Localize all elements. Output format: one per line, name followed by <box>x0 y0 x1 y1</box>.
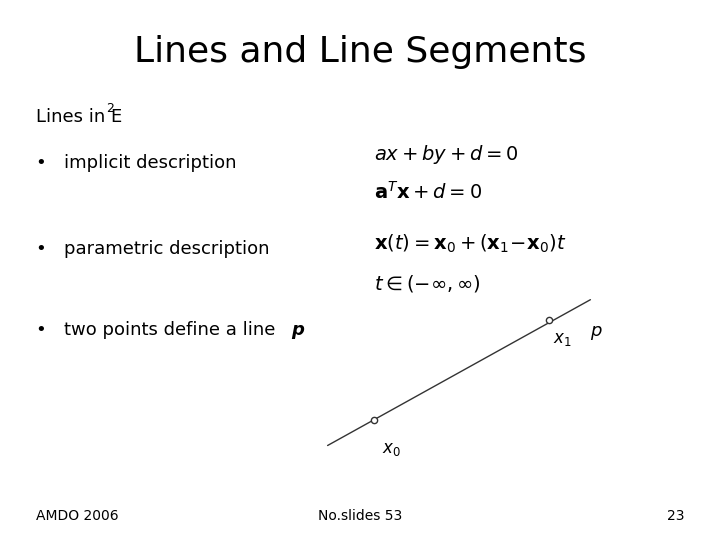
Text: $x_0$: $x_0$ <box>382 440 400 458</box>
Text: 2: 2 <box>106 102 114 115</box>
Text: No.slides 53: No.slides 53 <box>318 509 402 523</box>
Text: $\mathbf{x}(t) = \mathbf{x}_0 + (\mathbf{x}_1\!-\!\mathbf{x}_0)t$: $\mathbf{x}(t) = \mathbf{x}_0 + (\mathbf… <box>374 232 567 254</box>
Text: $\mathbf{\mathit{p}}$: $\mathbf{\mathit{p}}$ <box>590 324 603 342</box>
Text: •   parametric description: • parametric description <box>36 240 269 258</box>
Text: •   two points define a line: • two points define a line <box>36 321 281 339</box>
Text: $t \in \left(-\infty, \infty\right)$: $t \in \left(-\infty, \infty\right)$ <box>374 273 481 294</box>
Text: $\mathbf{a}^T \mathbf{x} + d = 0$: $\mathbf{a}^T \mathbf{x} + d = 0$ <box>374 181 482 203</box>
Text: $x_1$: $x_1$ <box>553 330 572 348</box>
Text: AMDO 2006: AMDO 2006 <box>36 509 119 523</box>
Text: Lines and Line Segments: Lines and Line Segments <box>134 35 586 69</box>
Text: Lines in E: Lines in E <box>36 108 122 126</box>
Text: 23: 23 <box>667 509 684 523</box>
Text: $ax + by + d = 0$: $ax + by + d = 0$ <box>374 143 519 166</box>
Text: p: p <box>292 321 305 339</box>
Text: •   implicit description: • implicit description <box>36 154 236 172</box>
